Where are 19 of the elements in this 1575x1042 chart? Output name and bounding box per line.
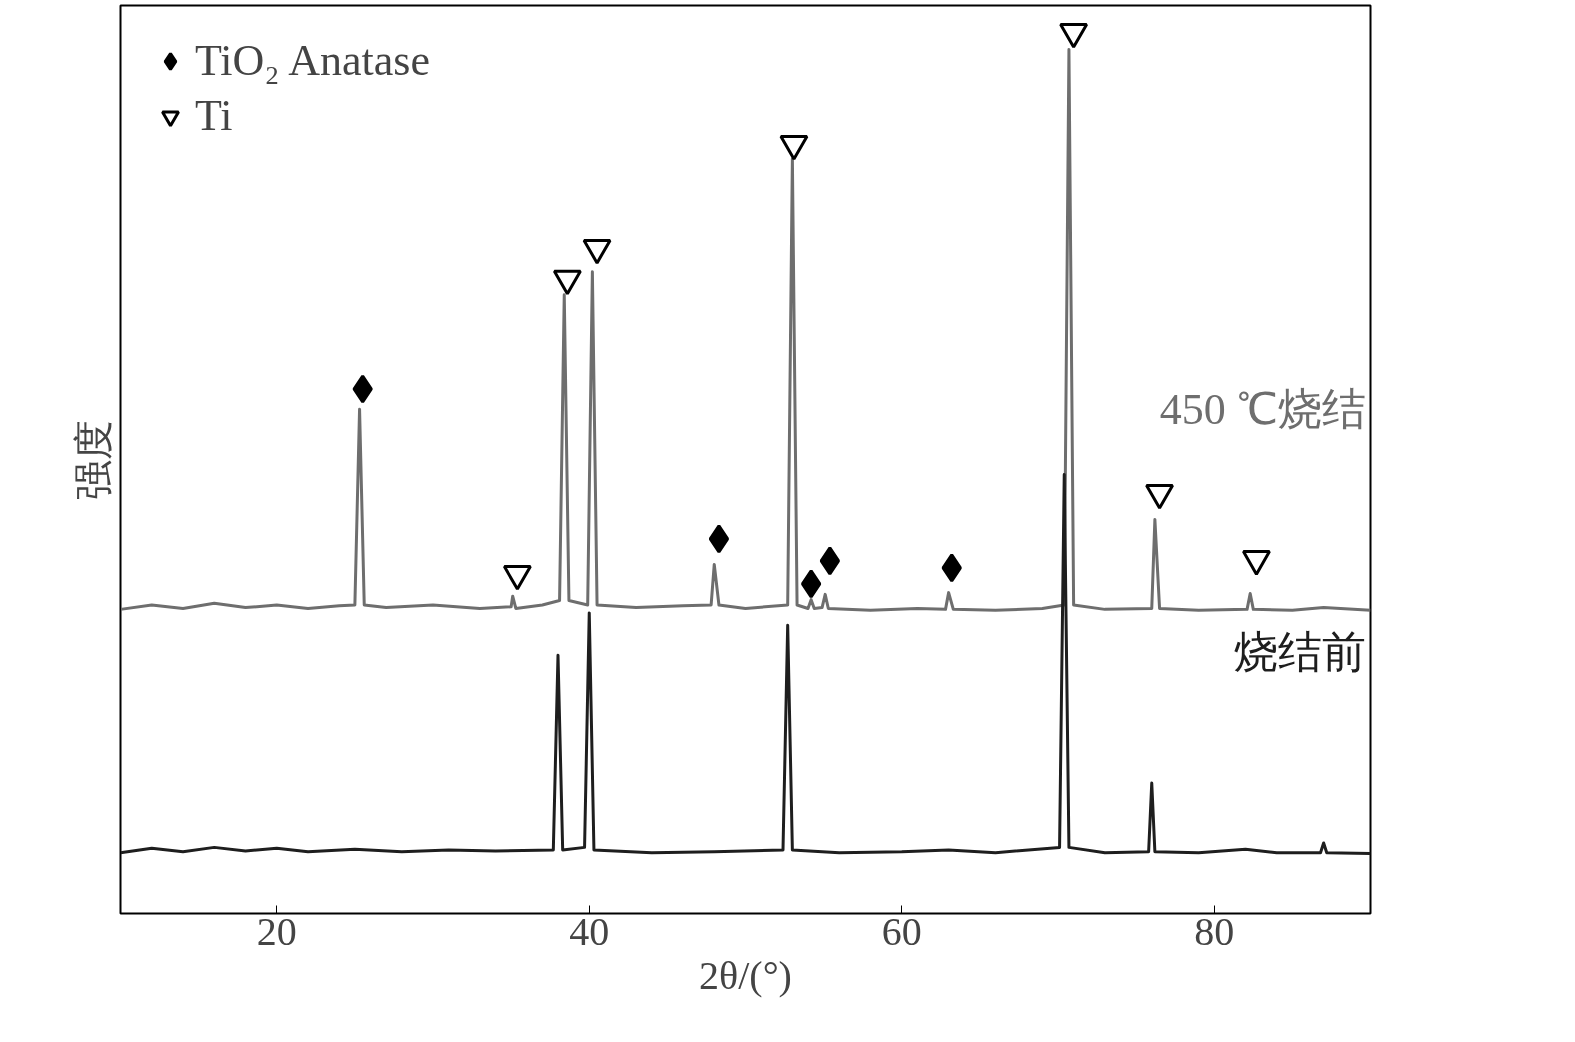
point (819, 546, 841, 576)
point (352, 374, 373, 404)
legend-label: TiO₂ Anatase (195, 35, 430, 86)
x-tick-label: 20 (256, 908, 297, 954)
text: 烧结前 (1233, 628, 1366, 678)
legend-label: Ti (195, 90, 233, 141)
x-tick-label: 40 (569, 908, 610, 954)
x-tick-label: 60 (881, 908, 922, 954)
point (800, 569, 822, 599)
point (941, 553, 962, 583)
point (552, 269, 582, 296)
x-axis-title: 2θ/(°) (699, 952, 792, 998)
point (1059, 22, 1089, 49)
point (582, 238, 612, 265)
x-tick-label: 80 (1194, 908, 1235, 954)
series-label: 450 ℃烧结 (1159, 384, 1366, 434)
point (708, 524, 730, 554)
point (779, 134, 809, 161)
y-axis-title: 强度 (70, 419, 116, 500)
